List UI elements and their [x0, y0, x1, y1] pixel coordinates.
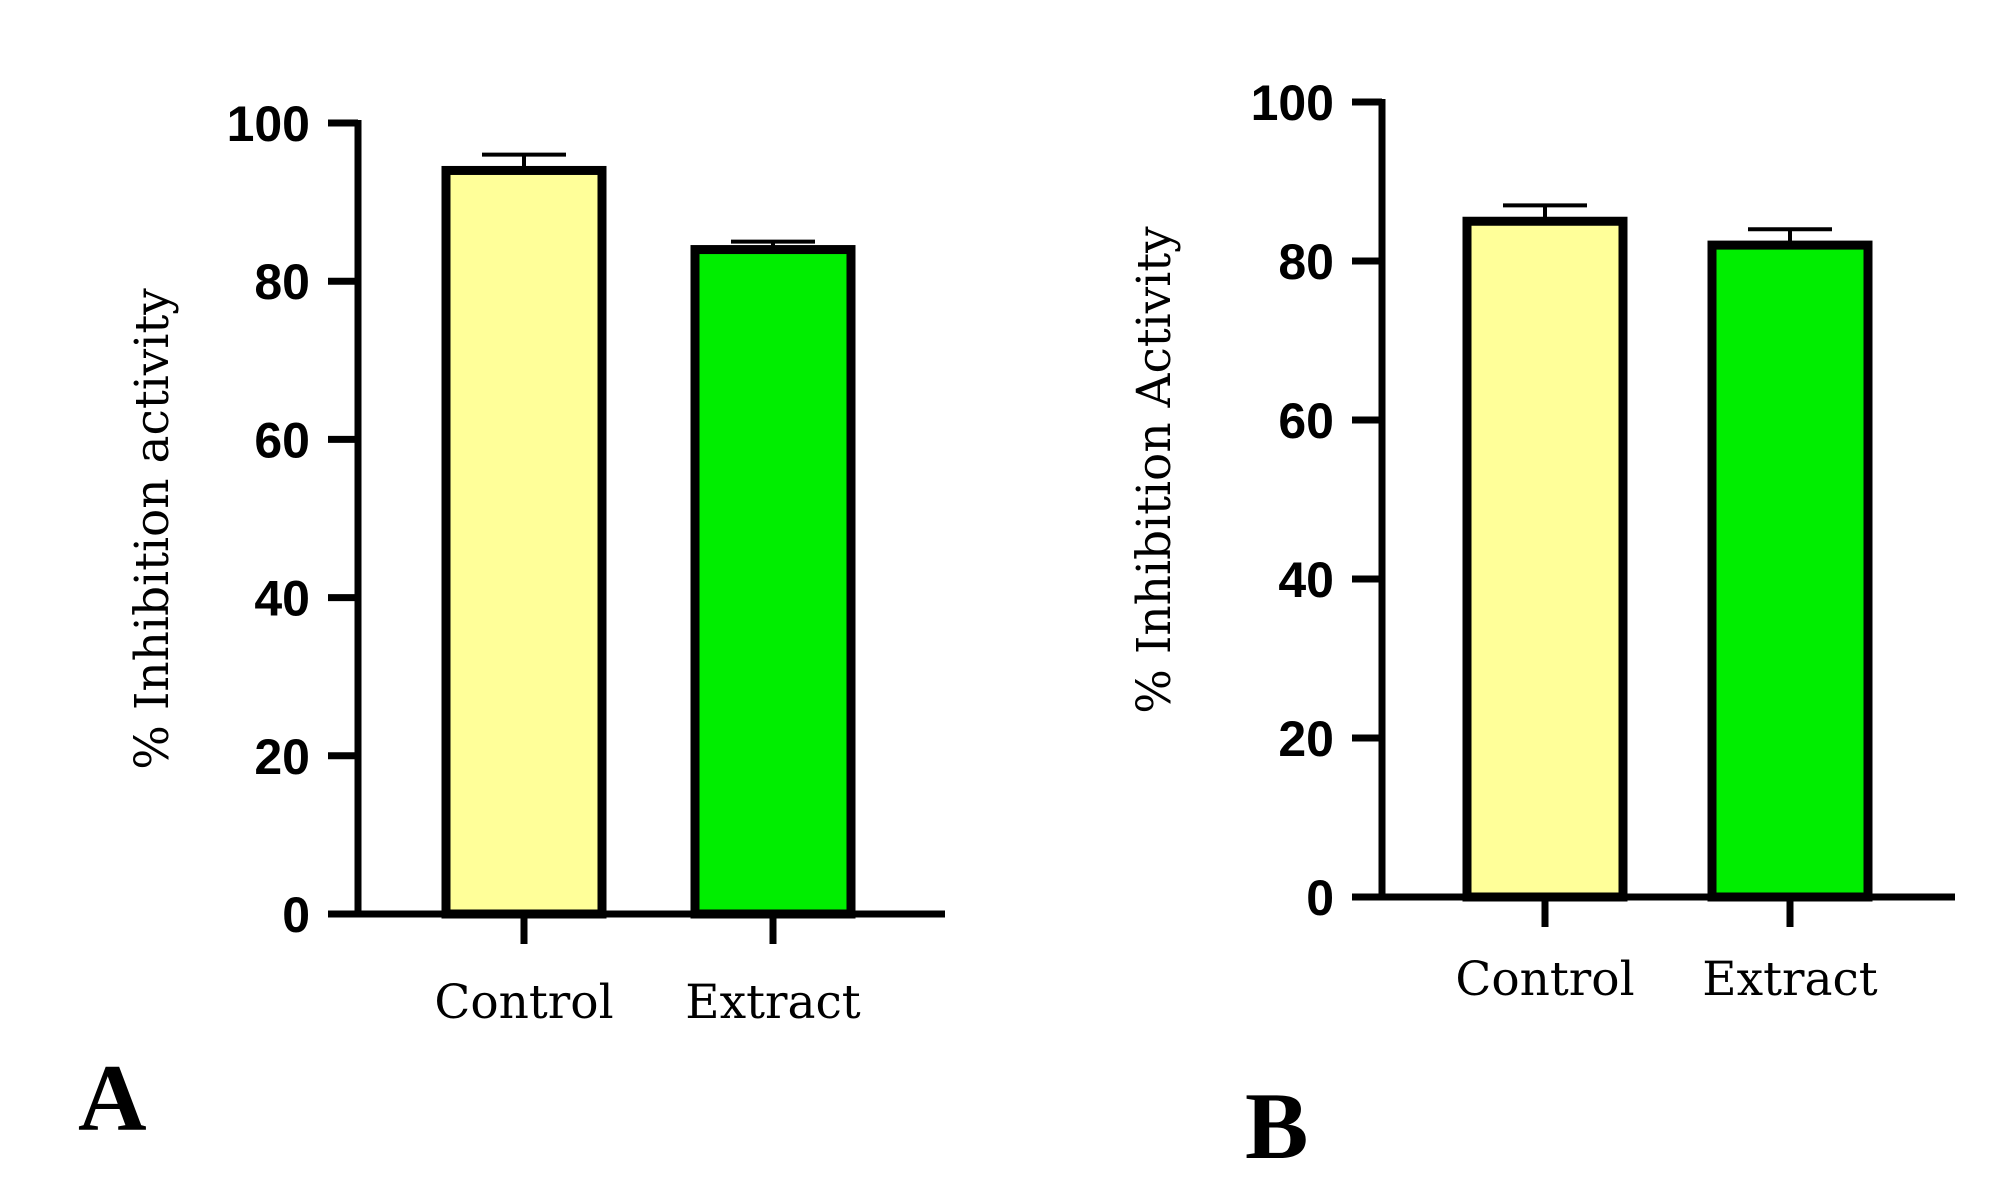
panel-label: B	[1245, 1073, 1308, 1179]
y-tick-label: 20	[254, 729, 310, 785]
bar-control	[441, 165, 607, 919]
panel-label: A	[78, 1045, 147, 1151]
y-axis-label: % Inhibition activity	[125, 288, 180, 770]
bar-control	[1462, 216, 1628, 902]
x-tick-label-control: Control	[1455, 952, 1634, 1007]
y-tick-label: 60	[1278, 393, 1334, 449]
y-tick-label: 60	[254, 412, 310, 468]
y-tick-label: 0	[282, 887, 310, 943]
y-tick-label: 20	[1278, 711, 1334, 767]
x-tick-label-extract: Extract	[1702, 952, 1878, 1007]
bar-extract	[690, 245, 856, 919]
chart-panel-b: % Inhibition Activity B 0 20 40 60 80 100 Cont…	[1127, 75, 1955, 1179]
bar-extract	[1707, 240, 1873, 902]
y-tick-label: 100	[227, 96, 310, 152]
y-tick-label: 40	[1278, 552, 1334, 608]
y-tick-label: 80	[1278, 234, 1334, 290]
chart-panel-a: % Inhibition activity A 0 20 40 60 80 100 Cont…	[78, 96, 945, 1151]
y-tick-label: 100	[1251, 75, 1334, 131]
y-tick-label: 0	[1306, 870, 1334, 926]
x-tick-label-extract: Extract	[685, 975, 861, 1030]
y-tick-label: 80	[254, 254, 310, 310]
y-axis-label: % Inhibition Activity	[1127, 226, 1182, 714]
y-tick-label: 40	[254, 571, 310, 627]
x-tick-label-control: Control	[434, 975, 613, 1030]
